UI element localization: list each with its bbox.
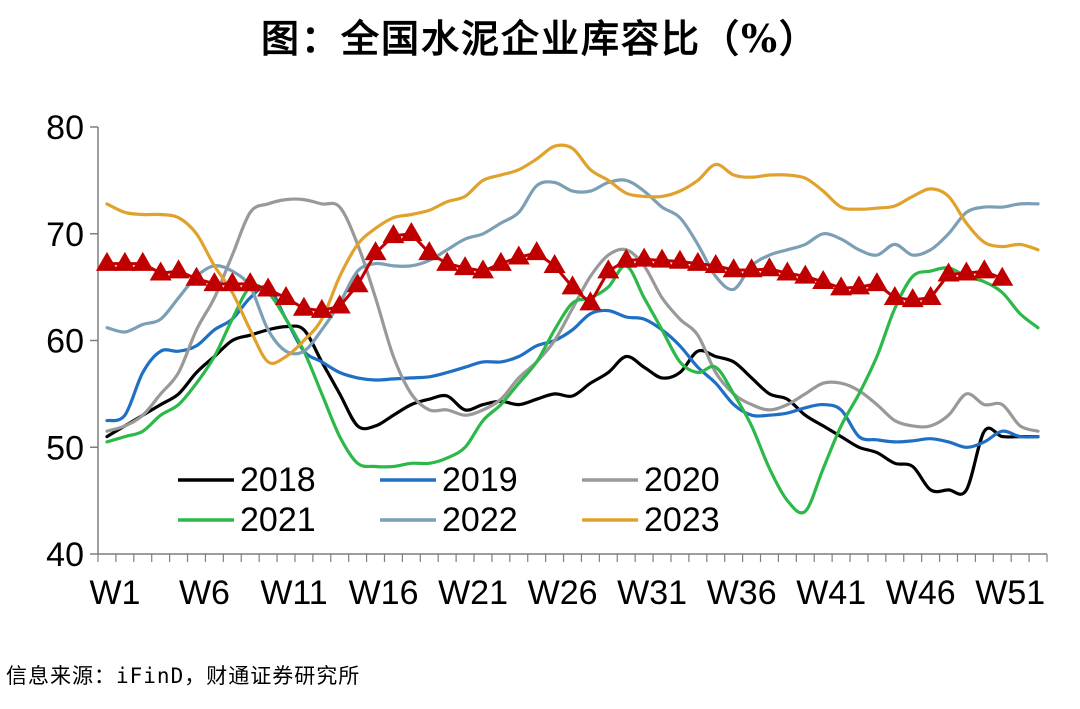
legend-label-2019: 2019: [442, 461, 518, 499]
triangle-marker: [686, 251, 709, 271]
triangle-marker: [239, 272, 262, 292]
series-line-2018: [105, 324, 1040, 496]
triangle-marker: [901, 288, 924, 308]
triangle-marker: [167, 259, 190, 279]
y-tick-label: 70: [46, 216, 84, 254]
legend-label-2018: 2018: [240, 461, 316, 499]
y-tick-label: 50: [46, 429, 84, 467]
triangle-marker: [973, 259, 996, 279]
source-note: 信息来源：iFinD，财通证券研究所: [6, 664, 361, 688]
triangle-marker: [704, 253, 727, 273]
triangle-marker: [615, 248, 638, 268]
triangle-marker: [668, 249, 691, 269]
series-line-2022: [105, 178, 1040, 356]
series-line-2020: [105, 197, 1040, 433]
tick-labels: 40 50 60 70 80 W1 W6 W11 W16 W21 W26 W31 W36 W41 W46 W5…: [46, 109, 1045, 612]
triangle-marker: [149, 261, 172, 281]
x-tick-label: W46: [886, 574, 956, 612]
triangle-marker: [865, 272, 888, 292]
triangle-marker: [955, 261, 978, 281]
triangle-marker: [364, 241, 387, 261]
x-tick-label: W11: [260, 574, 327, 612]
triangle-marker: [507, 245, 530, 265]
triangle-marker: [722, 258, 745, 278]
series-lines: [105, 143, 1040, 515]
x-tick-label: W16: [349, 574, 419, 612]
triangle-marker: [812, 270, 835, 290]
series-line-2023: [105, 143, 1040, 366]
triangle-marker: [131, 251, 154, 271]
triangle-marker: [830, 276, 853, 296]
triangle-marker: [346, 273, 369, 293]
triangle-marker: [436, 251, 459, 271]
triangle-marker: [185, 266, 208, 286]
x-tick-label: W21: [438, 574, 508, 612]
x-tick-label: W36: [707, 574, 777, 612]
triangle-marker: [292, 296, 315, 316]
triangle-marker: [758, 257, 781, 277]
triangle-marker: [937, 262, 960, 282]
triangle-marker: [597, 259, 620, 279]
triangle-marker: [471, 259, 494, 279]
triangle-marker: [561, 275, 584, 295]
triangle-marker: [543, 253, 566, 273]
x-tick-label: W41: [796, 574, 866, 612]
y-tick-label: 80: [46, 109, 84, 147]
triangle-marker: [525, 241, 548, 261]
x-tick-label: W31: [617, 574, 687, 612]
legend-label-2022: 2022: [442, 501, 518, 539]
triangle-marker: [203, 272, 226, 292]
triangle-marker: [847, 275, 870, 295]
y-tick-label: 60: [46, 323, 84, 361]
x-tick-label: W1: [89, 574, 140, 612]
y-tick-label: 40: [46, 536, 84, 574]
axes: [90, 126, 1048, 562]
triangle-marker: [794, 264, 817, 284]
triangle-marker: [579, 291, 602, 311]
triangle-marker: [95, 251, 118, 271]
triangle-marker: [651, 248, 674, 268]
triangle-marker: [991, 266, 1014, 286]
triangle-marker: [257, 277, 280, 297]
triangle-marker: [633, 247, 656, 267]
triangle-marker: [883, 286, 906, 306]
triangle-marker: [328, 294, 351, 314]
legend: 2018 2019 2020 2021 2022 2023: [178, 461, 720, 539]
triangle-marker: [418, 241, 441, 261]
legend-label-2023: 2023: [644, 501, 720, 539]
triangle-marker: [400, 221, 423, 241]
legend-label-2021: 2021: [240, 501, 316, 539]
legend-label-2020: 2020: [644, 461, 720, 499]
triangle-marker: [113, 251, 136, 271]
x-tick-label: W51: [975, 574, 1045, 612]
x-tick-label: W26: [528, 574, 598, 612]
triangle-marker: [382, 224, 405, 244]
triangle-marker: [489, 251, 512, 271]
chart-title: 图：全国水泥企业库容比（%）: [260, 16, 820, 61]
triangle-marker: [740, 258, 763, 278]
triangle-marker: [454, 256, 477, 276]
triangle-marker: [275, 286, 298, 306]
series-markers: [95, 221, 1014, 318]
triangle-marker: [776, 261, 799, 281]
triangle-marker: [221, 272, 244, 292]
x-tick-label: W6: [179, 574, 230, 612]
triangle-marker: [310, 298, 333, 318]
triangle-marker: [919, 286, 942, 306]
